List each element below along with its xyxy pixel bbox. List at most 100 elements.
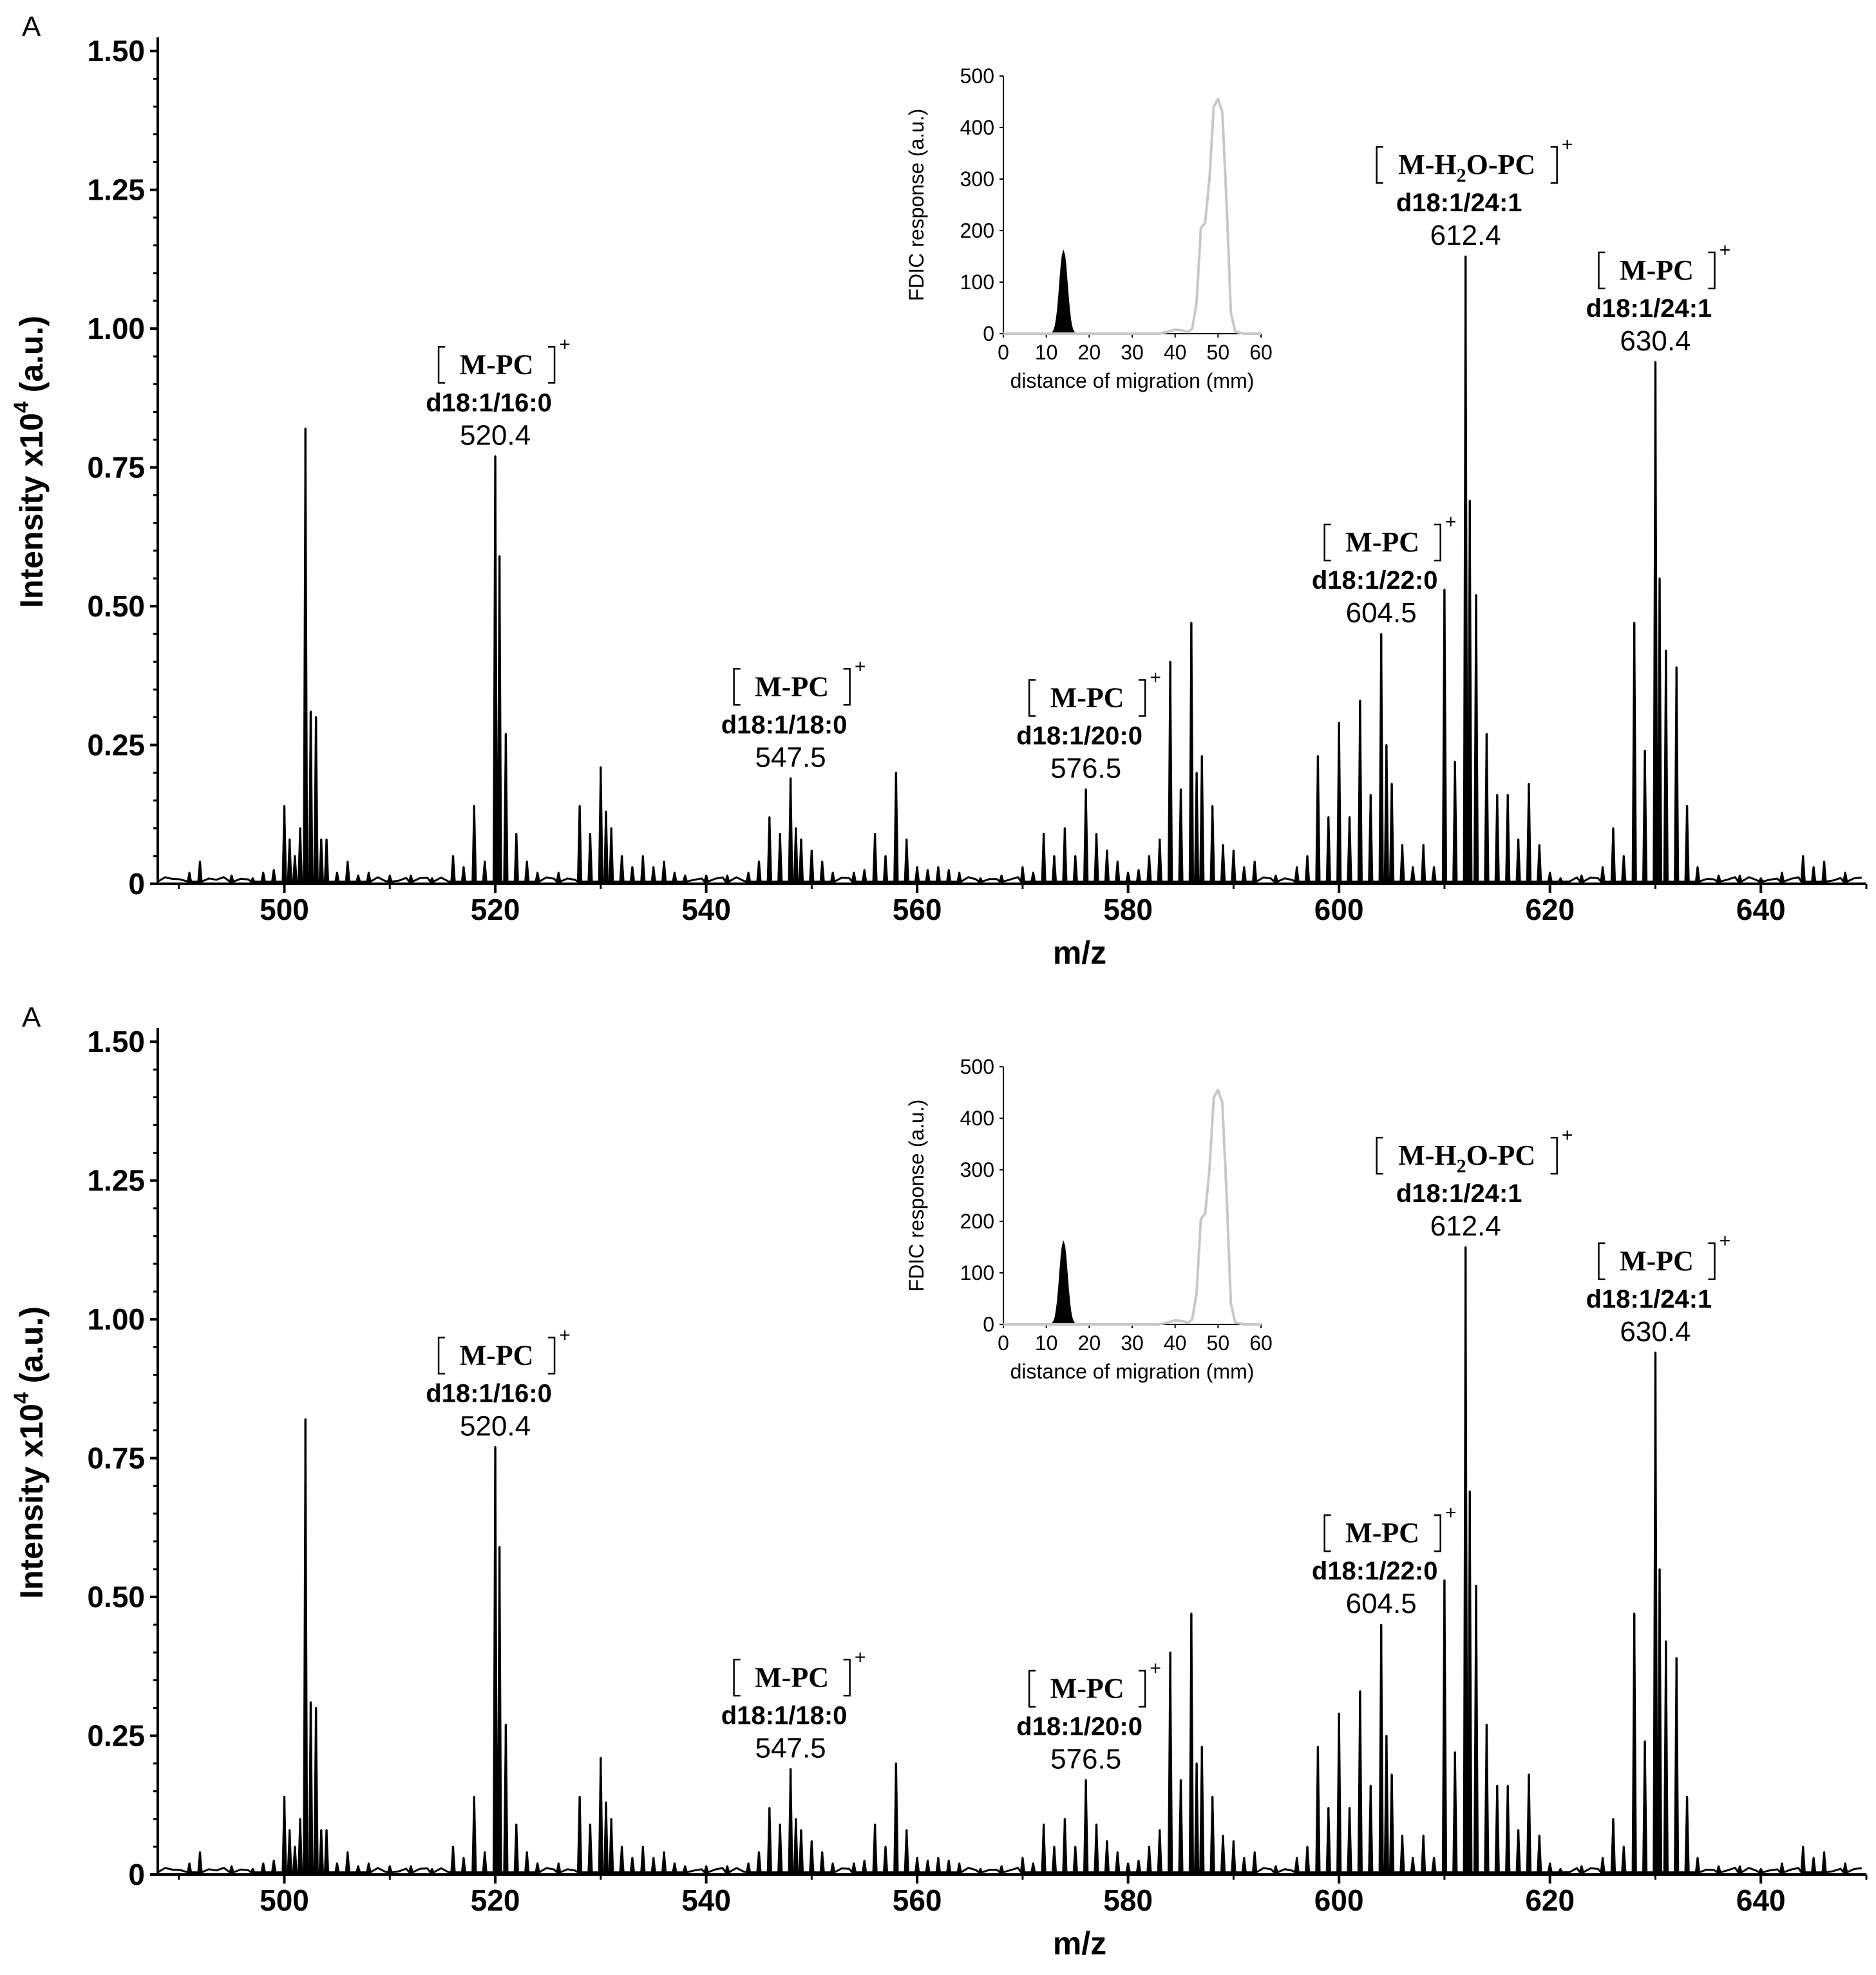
bracket-left: [1028, 679, 1036, 717]
y-tick-label: 1.00: [87, 1302, 145, 1336]
charge-plus-icon: +: [1562, 1125, 1573, 1146]
inset-x-tick-label: 0: [998, 1331, 1009, 1355]
bracket-right: [1434, 1514, 1441, 1552]
inset-x-tick-label: 0: [998, 341, 1009, 364]
ion-main: M-PC: [1050, 1672, 1124, 1704]
bracket-left: [1323, 1514, 1331, 1552]
ion-main: M-PC: [1050, 682, 1124, 713]
annotation-species: d18:1/24:1: [1396, 1179, 1522, 1208]
ion-main: M-PC: [755, 1661, 829, 1693]
bracket-left: [733, 668, 741, 706]
annotation-mz: 604.5: [1346, 1588, 1417, 1619]
y-tick-label: 0: [128, 867, 145, 901]
y-axis-title-exponent: 4: [10, 401, 33, 413]
x-axis-title: m/z: [1053, 935, 1106, 971]
inset-x-axis-title: distance of migration (mm): [1010, 369, 1255, 392]
ion-main: M-H: [1398, 149, 1456, 180]
inset-y-tick-label: 100: [960, 271, 994, 294]
bracket-left: [1376, 146, 1383, 184]
annotation-species: d18:1/22:0: [1312, 566, 1438, 595]
inset-x-tick-label: 30: [1121, 1331, 1144, 1355]
inset-x-tick-label: 20: [1078, 341, 1101, 364]
y-tick-label: 0.75: [87, 1442, 145, 1475]
bracket-right: [1708, 251, 1716, 290]
annotation-mz: 576.5: [1050, 1743, 1121, 1775]
ion-main: M-H: [1398, 1140, 1456, 1171]
inset-y-tick-label: 200: [960, 1210, 994, 1233]
y-axis-title: Intensity x104 (a.u.): [10, 316, 50, 608]
x-tick-label: 580: [1103, 1884, 1153, 1917]
y-tick-label: 0: [128, 1858, 145, 1891]
y-axis-title-exponent: 4: [10, 1392, 33, 1404]
y-tick-label: 1.50: [87, 34, 145, 68]
bracket-left: [437, 346, 446, 384]
inset-x-tick-label: 60: [1249, 341, 1273, 364]
ion-main: M-PC: [1345, 1517, 1419, 1549]
bracket-right: [1139, 1670, 1146, 1708]
ion-main: M-PC: [460, 1339, 534, 1371]
charge-plus-icon: +: [1445, 1502, 1457, 1523]
annotation-ion: M-PC: [755, 1661, 829, 1693]
ion-subscript: 2: [1457, 1156, 1466, 1177]
x-axis-title: m/z: [1053, 1925, 1106, 1961]
annotation-species: d18:1/24:1: [1396, 189, 1522, 217]
x-tick-label: 620: [1525, 893, 1575, 926]
spectrum-trace: [157, 1246, 1862, 1874]
ion-main: M-PC: [1620, 254, 1694, 286]
bracket-right: [1550, 146, 1558, 184]
annotation-ion: M-PC: [1345, 1517, 1419, 1549]
inset-gray-trace: [1003, 1089, 1261, 1326]
bracket-right: [843, 1659, 851, 1697]
y-tick-label: 0.50: [87, 1580, 145, 1614]
charge-plus-icon: +: [1150, 1657, 1161, 1679]
ion-main: M-PC: [1620, 1245, 1694, 1277]
bracket-right: [843, 668, 851, 706]
charge-plus-icon: +: [1150, 667, 1161, 688]
annotation-mz: 612.4: [1430, 220, 1501, 251]
inset-y-tick-label: 500: [960, 1055, 994, 1078]
bracket-right: [548, 1337, 556, 1375]
inset-y-tick-label: 400: [960, 116, 994, 139]
annotation-mz: 576.5: [1050, 752, 1121, 784]
y-axis-title-main: Intensity x10: [14, 413, 50, 608]
charge-plus-icon: +: [1720, 1230, 1731, 1252]
inset-black-peak: [1048, 249, 1078, 334]
bracket-left: [1323, 523, 1331, 562]
inset-y-tick-label: 500: [960, 64, 994, 88]
inset-black-peak: [1048, 1240, 1078, 1325]
y-axis-title: Intensity x104 (a.u.): [10, 1306, 50, 1599]
charge-plus-icon: +: [855, 656, 866, 677]
annotation-mz: 520.4: [460, 419, 531, 451]
annotation-species: d18:1/24:1: [1586, 1285, 1712, 1313]
inset-x-tick-label: 30: [1121, 341, 1144, 364]
annotation-ion: M-PC: [755, 671, 829, 702]
inset-y-tick-label: 100: [960, 1261, 994, 1284]
inset-x-tick-label: 10: [1035, 1331, 1058, 1355]
bracket-left: [1028, 1670, 1036, 1708]
annotation-species: d18:1/22:0: [1312, 1557, 1438, 1585]
x-tick-label: 600: [1314, 893, 1364, 926]
x-tick-label: 500: [260, 1884, 309, 1917]
annotation-ion: M-PC: [1620, 254, 1694, 286]
inset-y-axis-title: FDIC response (a.u.): [905, 1100, 928, 1292]
annotation-species: d18:1/24:1: [1586, 294, 1712, 323]
ion-rest: O-PC: [1466, 1140, 1536, 1171]
inset-y-tick-label: 300: [960, 167, 994, 191]
y-axis-title-main: Intensity x10: [14, 1404, 50, 1599]
y-tick-label: 1.25: [87, 1164, 145, 1197]
bracket-left: [1598, 251, 1606, 290]
charge-plus-icon: +: [559, 1324, 571, 1346]
annotation-ion: M-PC: [1050, 682, 1124, 713]
y-axis-title-unit: (a.u.): [14, 1306, 50, 1392]
inset-x-axis-title: distance of migration (mm): [1010, 1360, 1255, 1383]
x-tick-label: 500: [260, 893, 309, 926]
